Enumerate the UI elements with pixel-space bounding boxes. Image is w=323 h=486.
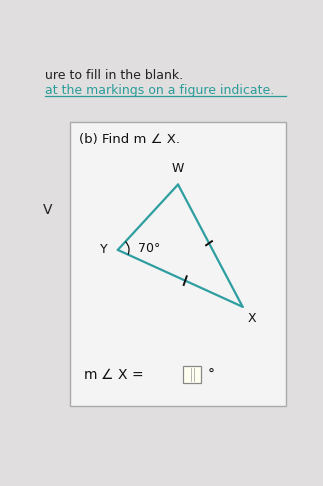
Text: ure to fill in the blank.: ure to fill in the blank.: [45, 69, 183, 82]
Text: at the markings on a figure indicate.: at the markings on a figure indicate.: [45, 84, 275, 97]
Text: 70°: 70°: [138, 242, 160, 255]
Text: (b) Find m ∠ X.: (b) Find m ∠ X.: [79, 133, 180, 146]
Text: V: V: [43, 203, 52, 217]
Text: X: X: [248, 312, 256, 326]
Text: °: °: [207, 367, 214, 382]
Text: Y: Y: [100, 243, 108, 257]
Text: m $\angle$ X =: m $\angle$ X =: [83, 367, 143, 382]
Text: W: W: [172, 162, 184, 175]
FancyBboxPatch shape: [183, 366, 201, 383]
FancyBboxPatch shape: [70, 122, 286, 406]
